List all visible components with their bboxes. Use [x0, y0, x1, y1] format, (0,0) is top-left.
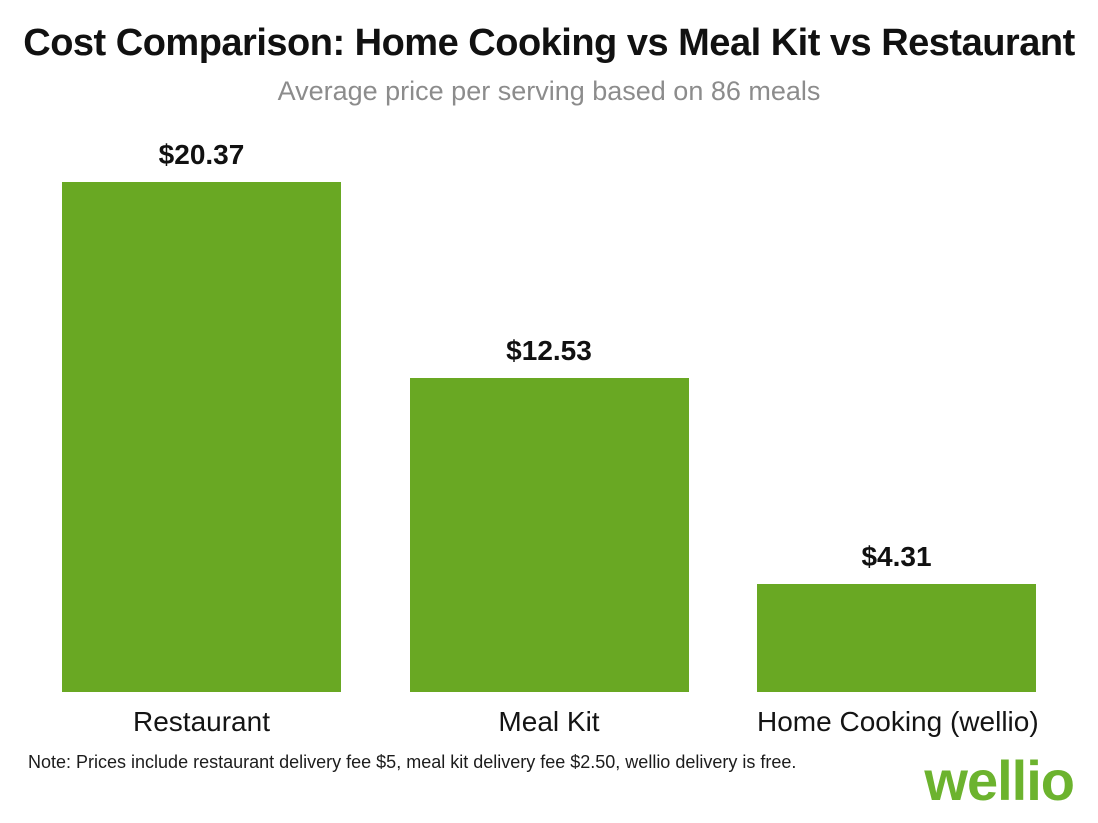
- x-axis-label-restaurant: Restaurant: [133, 706, 270, 737]
- bar-value-label: $12.53: [506, 335, 592, 366]
- footnote: Note: Prices include restaurant delivery…: [28, 752, 797, 772]
- bar-group-home-cooking: $4.31: [757, 541, 1036, 692]
- bar-group-meal-kit: $12.53: [409, 335, 689, 692]
- x-axis-label-home-cooking: Home Cooking (wellio): [757, 706, 1039, 737]
- bar-value-label: $20.37: [158, 139, 245, 170]
- wellio-logo: wellio: [924, 749, 1075, 812]
- bar-home-cooking: [757, 584, 1036, 692]
- bar-meal-kit: [409, 378, 689, 692]
- x-axis: Restaurant Meal Kit Home Cooking (wellio…: [62, 706, 1039, 738]
- bar-restaurant: [62, 182, 341, 692]
- chart-subtitle: Average price per serving based on 86 me…: [277, 76, 821, 106]
- x-axis-label-meal-kit: Meal Kit: [498, 706, 600, 737]
- bar-group-restaurant: $20.37: [62, 139, 341, 692]
- chart-title: Cost Comparison: Home Cooking vs Meal Ki…: [23, 22, 1075, 64]
- bar-value-label: $4.31: [861, 541, 932, 572]
- plot-area: $20.37 $12.53 $4.31: [62, 138, 1036, 692]
